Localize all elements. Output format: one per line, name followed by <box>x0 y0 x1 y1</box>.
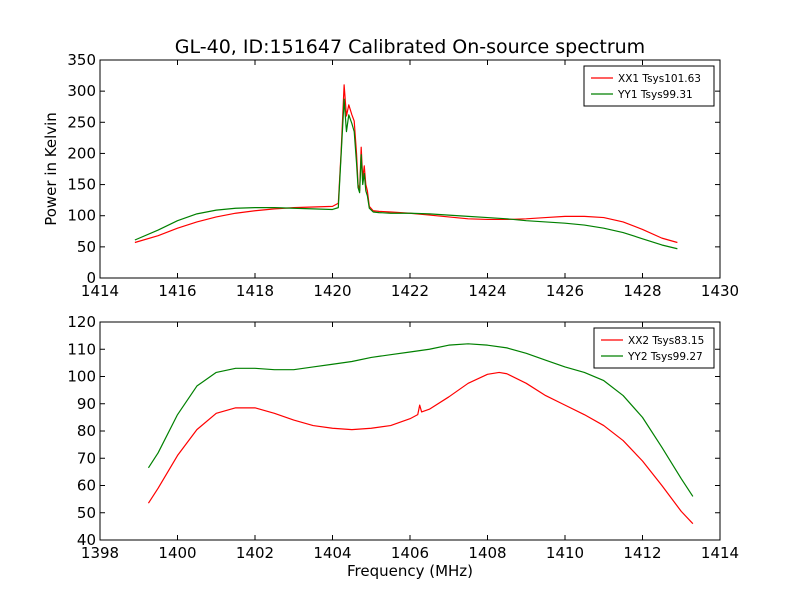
x-tick-label: 1426 <box>546 282 584 300</box>
legend-entry: XX2 Tsys83.15 <box>628 335 704 347</box>
y-tick-label: 150 <box>67 176 96 194</box>
y-tick-label: 120 <box>67 313 96 331</box>
bottom-panel: 1398 1400 1402 1404 1406 1408 1410 1412 1414 40 50… <box>67 313 739 580</box>
y-tick-label: 40 <box>77 531 96 549</box>
x-tick-label: 1410 <box>546 544 584 562</box>
x-tick-label: 1408 <box>468 544 506 562</box>
x-tick-label: 1420 <box>313 282 351 300</box>
y-tick-label: 50 <box>77 238 96 256</box>
x-tick-label: 1412 <box>623 544 661 562</box>
y-axis-label: Power in Kelvin <box>42 112 60 226</box>
legend-entry: XX1 Tsys101.63 <box>618 73 701 85</box>
x-tick-label: 1424 <box>468 282 506 300</box>
x-axis-label: Frequency (MHz) <box>347 562 473 580</box>
y-tick-label: 70 <box>77 449 96 467</box>
y-tick-label: 90 <box>77 395 96 413</box>
y-tick-label: 200 <box>67 144 96 162</box>
x-tick-label: 1416 <box>158 282 196 300</box>
chart-title: GL-40, ID:151647 Calibrated On-source sp… <box>175 36 645 58</box>
y-tick-label: 50 <box>77 504 96 522</box>
legend-top: XX1 Tsys101.63 YY1 Tsys99.31 <box>583 65 715 107</box>
x-tick-label: 1430 <box>701 282 739 300</box>
y-tick-label: 300 <box>67 82 96 100</box>
legend-box <box>593 327 715 369</box>
x-tick-label: 1414 <box>701 544 739 562</box>
x-tick-label: 1422 <box>391 282 429 300</box>
x-tick-label: 1400 <box>158 544 196 562</box>
x-tick-label: 1404 <box>313 544 351 562</box>
series-line-bottom-1 <box>147 343 694 497</box>
x-tick-label: 1402 <box>236 544 274 562</box>
x-tick-label: 1406 <box>391 544 429 562</box>
y-tick-label: 60 <box>77 477 96 495</box>
y-tick-label: 250 <box>67 113 96 131</box>
y-tick-label: 110 <box>67 340 96 358</box>
x-tick-label: 1398 <box>81 544 119 562</box>
y-tick-label: 100 <box>67 368 96 386</box>
y-tick-label: 80 <box>77 422 96 440</box>
series-line-top-1 <box>134 98 678 250</box>
legend-box <box>583 65 715 107</box>
series-line-bottom-0 <box>147 371 694 525</box>
x-tick-label: 1428 <box>623 282 661 300</box>
x-tick-label: 1418 <box>236 282 274 300</box>
y-tick-label: 100 <box>67 207 96 225</box>
legend-entry: YY1 Tsys99.31 <box>617 89 693 101</box>
top-panel: 1414 1416 1418 1420 1422 1424 1426 1428 1430 0 50 1… <box>42 51 739 300</box>
y-tick-label: 350 <box>67 51 96 69</box>
legend-entry: YY2 Tsys99.27 <box>627 351 703 363</box>
x-tick-label: 1414 <box>81 282 119 300</box>
y-tick-label: 0 <box>86 269 96 287</box>
legend-bottom: XX2 Tsys83.15 YY2 Tsys99.27 <box>593 327 715 369</box>
